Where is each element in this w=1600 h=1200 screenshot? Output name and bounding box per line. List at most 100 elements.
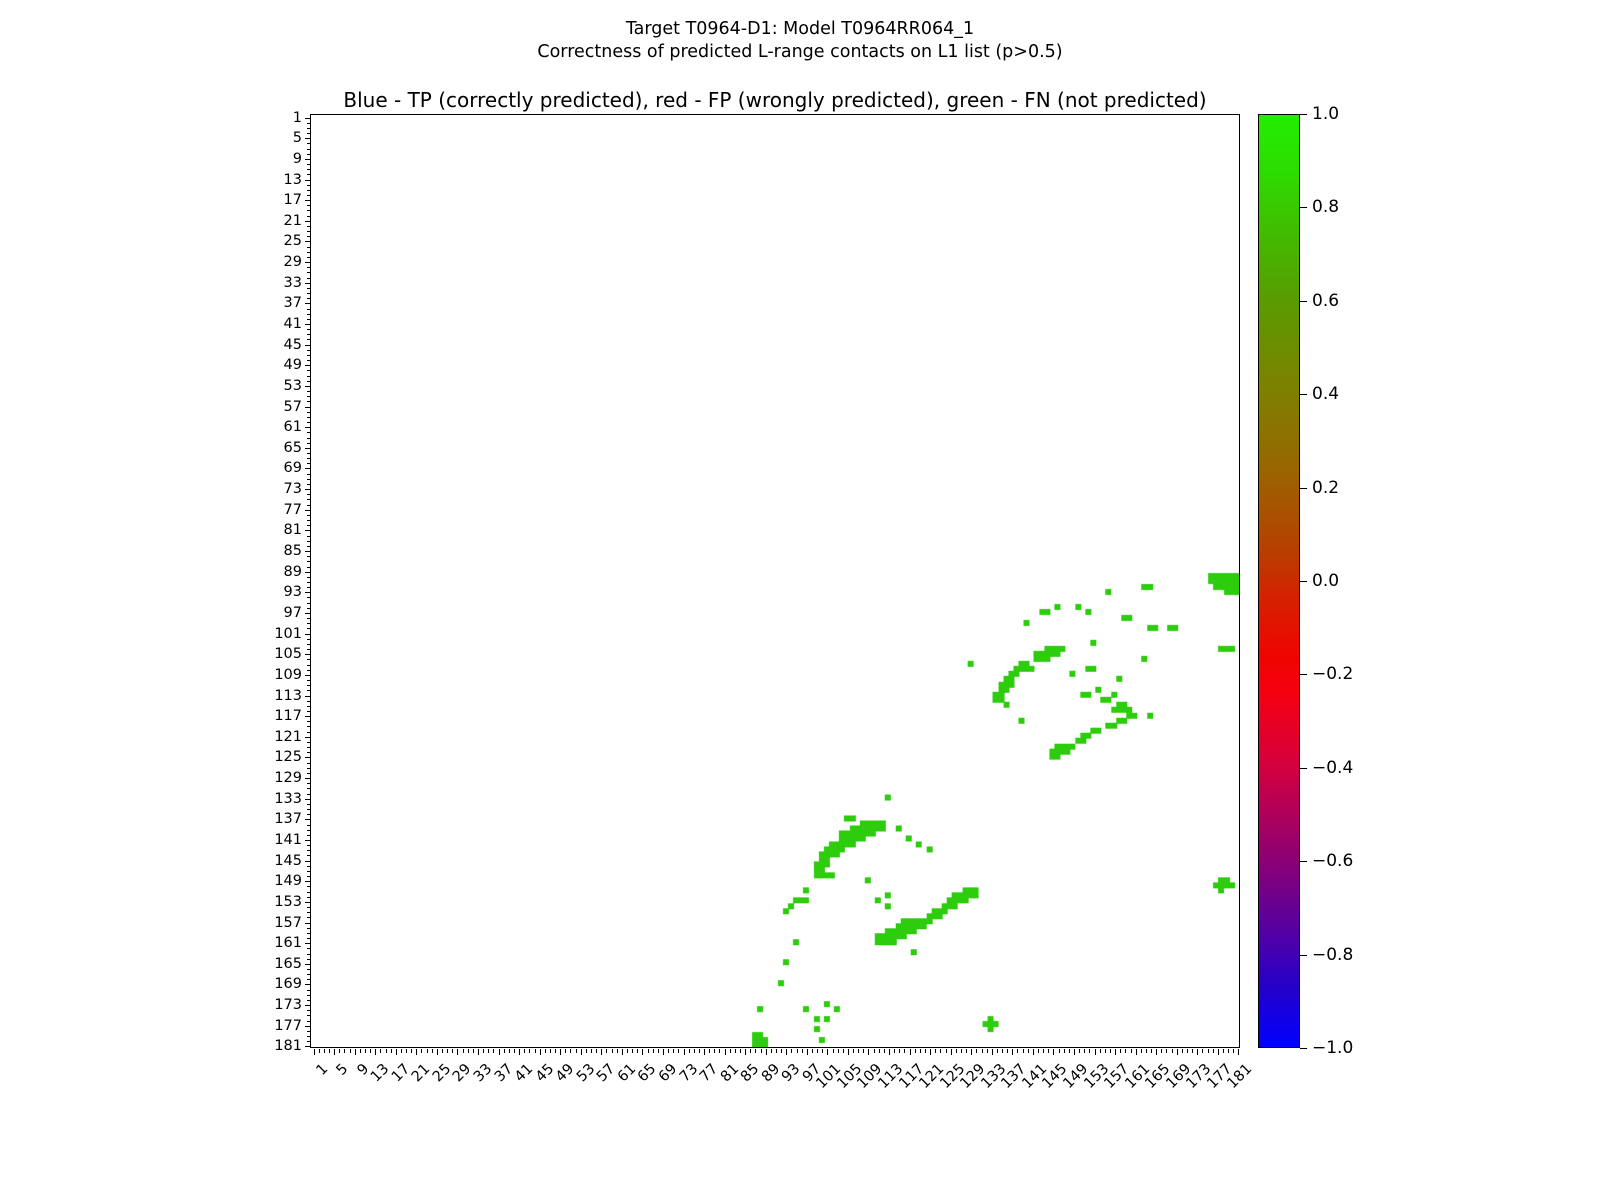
- colorbar[interactable]: 1.0 0.8 0.6 0.4 0.2 0.0 −0.2 −0.4 −0.6 −0.8 −1.0: [1258, 104, 1353, 1058]
- y-axis-tick-label: 141: [274, 832, 302, 848]
- x-tick-minor: [1192, 1049, 1194, 1053]
- y-axis-tick-label: 173: [274, 997, 302, 1014]
- y-tick-major: [305, 736, 311, 738]
- colorbar-tick: [1300, 861, 1307, 863]
- y-tick-minor: [307, 793, 311, 795]
- x-tick-major: [1053, 1049, 1055, 1055]
- y-tick-minor: [307, 164, 311, 166]
- y-tick-major: [305, 860, 311, 862]
- y-axis-tick-label: 129: [274, 770, 302, 787]
- x-tick-minor: [925, 1049, 926, 1053]
- y-tick-minor: [307, 478, 311, 480]
- y-tick-minor: [307, 458, 311, 460]
- y-axis-tick-label: 69: [283, 460, 302, 477]
- x-tick-minor: [431, 1049, 433, 1053]
- y-axis-tick-label: 177: [274, 1017, 302, 1034]
- y-tick-minor: [307, 122, 311, 124]
- y-tick-major: [305, 716, 311, 718]
- y-tick-minor: [307, 927, 311, 929]
- y-axis-tick-label: 25: [283, 233, 302, 250]
- y-tick-minor: [307, 747, 311, 749]
- x-tick-minor: [1058, 1049, 1060, 1053]
- y-tick-minor: [307, 845, 311, 847]
- x-tick-minor: [364, 1049, 366, 1053]
- x-tick-minor: [1027, 1049, 1029, 1053]
- y-axis-tick-label: 125: [274, 749, 302, 766]
- y-tick-major: [305, 468, 311, 470]
- y-tick-minor: [307, 277, 311, 279]
- y-tick-minor: [307, 422, 311, 424]
- y-tick-minor: [307, 334, 311, 336]
- y-tick-major: [305, 241, 311, 243]
- y-axis-tick-label: 77: [283, 501, 302, 518]
- y-tick-minor: [307, 525, 311, 527]
- y-tick-minor: [307, 463, 311, 465]
- y-tick-minor: [307, 762, 311, 764]
- x-tick-major: [889, 1049, 891, 1055]
- colorbar-tick: [1300, 114, 1307, 115]
- y-tick-minor: [307, 659, 311, 661]
- y-axis-tick-label: 165: [274, 955, 302, 972]
- y-tick-major: [305, 778, 311, 780]
- x-tick-minor: [1043, 1049, 1045, 1053]
- x-tick-major: [539, 1049, 541, 1055]
- y-tick-minor: [307, 1015, 311, 1017]
- x-tick-minor: [1007, 1049, 1009, 1053]
- y-tick-major: [305, 612, 311, 614]
- x-tick-minor: [1089, 1049, 1091, 1053]
- y-tick-minor: [307, 932, 311, 934]
- y-tick-minor: [307, 886, 311, 888]
- x-tick-major: [1115, 1049, 1117, 1055]
- x-tick-major: [827, 1049, 829, 1055]
- x-tick-minor: [822, 1049, 824, 1053]
- x-tick-minor: [544, 1049, 546, 1053]
- x-tick-minor: [837, 1049, 839, 1053]
- y-tick-major: [305, 674, 311, 676]
- x-tick-minor: [719, 1049, 721, 1053]
- x-tick-minor: [549, 1049, 551, 1053]
- y-tick-major: [305, 262, 311, 264]
- y-tick-major: [305, 922, 311, 924]
- y-tick-minor: [307, 649, 311, 651]
- x-tick-major: [1094, 1049, 1096, 1055]
- x-tick-minor: [878, 1049, 880, 1053]
- y-axis-tick-label: 153: [274, 893, 302, 910]
- y-axis-tick-label: 65: [283, 439, 302, 456]
- x-tick-minor: [400, 1049, 402, 1053]
- y-axis-tick-label: 5: [292, 130, 302, 147]
- x-tick-minor: [832, 1049, 834, 1053]
- figure-title-line-2: Correctness of predicted L-range contact…: [537, 42, 1063, 62]
- x-tick-major: [806, 1049, 808, 1055]
- y-tick-minor: [307, 272, 311, 274]
- y-tick-minor: [307, 999, 311, 1001]
- x-tick-major: [560, 1049, 562, 1055]
- contact-map-plot-area[interactable]: 1 5 9 13 17 21 25 29 33 37 41 45 49 53 57 61 65 69 73 77 81 8…: [274, 110, 1255, 1092]
- x-tick-minor: [1038, 1049, 1040, 1053]
- x-tick-minor: [1202, 1049, 1204, 1053]
- x-tick-minor: [349, 1049, 351, 1053]
- x-tick-minor: [811, 1049, 813, 1053]
- y-tick-minor: [307, 349, 311, 351]
- x-tick-major: [334, 1049, 336, 1055]
- y-tick-major: [305, 633, 311, 635]
- x-tick-minor: [1084, 1049, 1086, 1053]
- y-tick-minor: [307, 958, 311, 960]
- x-tick-major: [354, 1049, 356, 1055]
- y-tick-minor: [307, 205, 311, 207]
- y-tick-minor: [307, 483, 311, 485]
- x-tick-minor: [1068, 1049, 1070, 1053]
- x-tick-minor: [781, 1049, 783, 1053]
- y-tick-major: [305, 551, 311, 553]
- x-tick-minor: [406, 1049, 408, 1053]
- x-tick-minor: [426, 1049, 428, 1053]
- x-tick-minor: [955, 1049, 957, 1053]
- x-tick-major: [416, 1049, 418, 1055]
- x-tick-minor: [935, 1049, 937, 1053]
- y-tick-major: [305, 282, 311, 284]
- y-axis-tick-label: 41: [283, 315, 302, 332]
- y-axis-tick-label: 109: [274, 666, 302, 683]
- y-tick-major: [305, 138, 311, 140]
- x-tick-minor: [945, 1049, 947, 1053]
- x-tick-major: [1156, 1049, 1158, 1055]
- colorbar-tick-label: −0.2: [1312, 664, 1354, 685]
